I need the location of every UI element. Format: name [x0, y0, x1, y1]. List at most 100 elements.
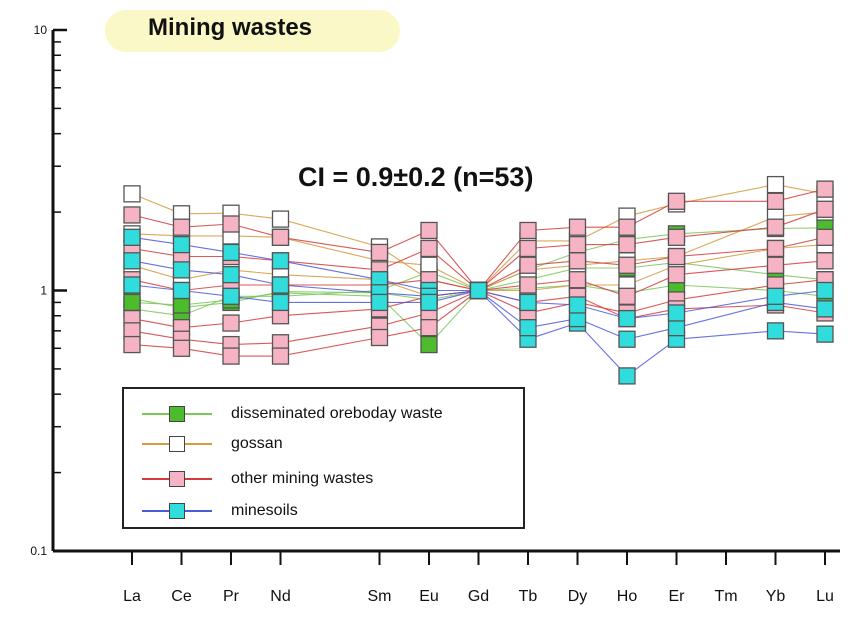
data-point	[766, 287, 785, 305]
data-point	[271, 276, 290, 294]
data-point	[420, 239, 438, 258]
legend-item-other: other mining wastes	[124, 465, 523, 493]
data-point	[271, 210, 290, 228]
data-point	[420, 335, 438, 354]
data-point	[667, 228, 686, 246]
data-point	[519, 276, 537, 294]
data-point	[420, 319, 438, 337]
legend-item-minesoils: minesoils	[124, 497, 523, 525]
x-tick-label: Nd	[270, 588, 290, 605]
legend-label: disseminated oreboday waste	[231, 405, 443, 422]
chart-title: Mining wastes	[148, 14, 313, 41]
x-tick-label: Ce	[171, 588, 192, 605]
x-tick-label: Gd	[468, 588, 489, 605]
data-point	[618, 330, 636, 348]
ci-annotation: CI = 0.9±0.2 (n=53)	[298, 162, 534, 192]
data-point	[816, 180, 834, 198]
data-point	[370, 293, 389, 312]
data-point	[568, 235, 587, 254]
legend: disseminated oreboday waste gossan other…	[122, 387, 525, 529]
data-point	[222, 347, 240, 365]
data-point	[420, 221, 438, 240]
data-point	[222, 287, 240, 305]
y-tick-label: 10	[34, 23, 48, 37]
data-point	[222, 314, 240, 332]
data-point	[618, 309, 636, 328]
data-point	[667, 247, 686, 266]
x-tick-label: Tb	[519, 588, 538, 605]
data-point	[766, 239, 785, 258]
data-point	[172, 235, 191, 254]
y-tick-label: 0.1	[30, 544, 47, 558]
data-point	[766, 256, 785, 274]
data-point	[172, 339, 191, 357]
data-point	[123, 252, 141, 270]
data-point	[420, 256, 438, 274]
legend-label: minesoils	[231, 502, 298, 519]
series-markers	[123, 175, 834, 385]
data-point	[519, 239, 537, 258]
x-tick-label: Yb	[766, 588, 786, 605]
data-point	[766, 175, 785, 194]
legend-item-gossan: gossan	[124, 430, 523, 458]
data-point	[123, 293, 141, 312]
data-point	[420, 293, 438, 312]
data-point	[519, 319, 537, 337]
legend-marker	[169, 436, 185, 452]
data-point	[172, 281, 191, 300]
data-point	[519, 293, 537, 312]
x-tick-label: Er	[669, 588, 686, 605]
tick-labels: La Ce Pr Nd Sm Eu Gd Tb Dy Ho Er Tm Yb Lu 10 1 0.1	[30, 23, 834, 605]
data-point	[222, 243, 240, 262]
data-point	[519, 256, 537, 274]
x-tick-label: Ho	[617, 588, 638, 605]
data-point	[766, 192, 785, 210]
legend-item-disseminated: disseminated oreboday waste	[124, 400, 523, 428]
legend-marker	[169, 503, 185, 519]
y-tick-label: 1	[40, 284, 47, 298]
data-point	[618, 256, 636, 274]
title-highlight	[105, 10, 400, 52]
data-point	[667, 266, 686, 284]
data-point	[568, 296, 587, 314]
data-point	[568, 271, 587, 289]
legend-marker	[169, 406, 185, 422]
data-point	[766, 218, 785, 236]
data-point	[370, 243, 389, 262]
x-tick-label: Dy	[568, 588, 588, 605]
data-point	[618, 235, 636, 254]
data-point	[271, 293, 290, 312]
data-point	[271, 252, 290, 270]
legend-label: gossan	[231, 435, 283, 452]
data-point	[816, 228, 834, 246]
data-point	[816, 325, 834, 343]
data-point	[618, 367, 636, 385]
legend-marker	[169, 471, 185, 487]
x-tick-label: Pr	[223, 588, 240, 605]
data-point	[469, 281, 488, 300]
data-point	[618, 287, 636, 305]
x-tick-label: Lu	[816, 588, 834, 605]
data-point	[766, 322, 785, 340]
legend-label: other mining wastes	[231, 470, 374, 487]
data-point	[123, 228, 141, 246]
data-point	[816, 200, 834, 218]
data-point	[519, 221, 537, 240]
axes	[51, 28, 840, 565]
data-point	[271, 347, 290, 365]
data-point	[667, 319, 686, 337]
data-point	[618, 218, 636, 236]
data-point	[568, 218, 587, 236]
data-point	[568, 252, 587, 270]
data-point	[667, 192, 686, 210]
x-tick-label: La	[123, 588, 141, 605]
data-point	[816, 281, 834, 300]
data-point	[271, 228, 290, 246]
x-tick-label: Eu	[419, 588, 439, 605]
data-point	[123, 185, 141, 203]
data-point	[172, 218, 191, 236]
data-point	[172, 261, 191, 279]
data-point	[123, 276, 141, 294]
data-point	[123, 206, 141, 224]
